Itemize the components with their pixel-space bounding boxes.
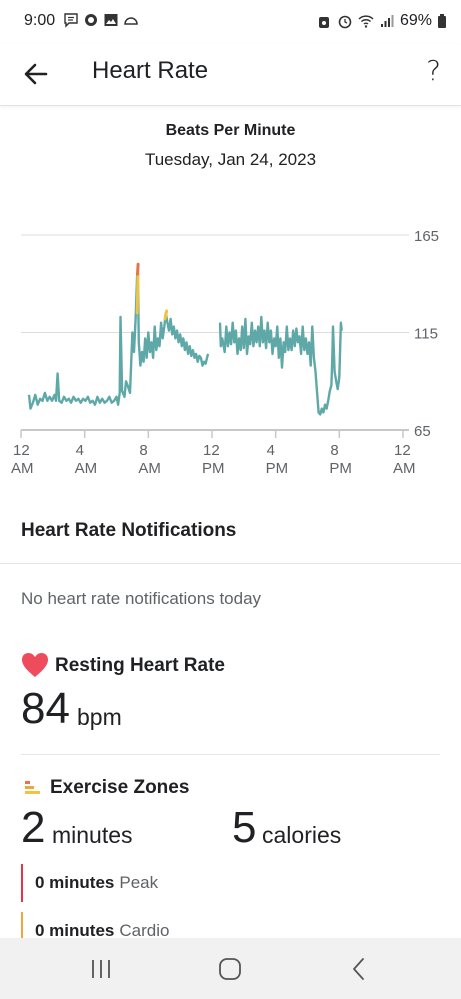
notifications-title: Heart Rate Notifications [21, 520, 237, 541]
cloud-icon [124, 17, 138, 25]
x-tick-label: 8 [139, 442, 147, 459]
notifications-empty-text: No heart rate notifications today [21, 589, 262, 608]
zone-color-bar [21, 912, 23, 950]
resting-hr-unit: bpm [77, 704, 122, 730]
x-tick-label: 12 [394, 442, 411, 459]
help-button[interactable]: ? [426, 54, 441, 87]
x-tick-label: 12 [13, 442, 30, 459]
chart-title: Beats Per Minute [165, 122, 296, 139]
arrow-back-icon[interactable] [20, 58, 52, 90]
x-tick-label: PM [329, 460, 352, 477]
alarm-lock-icon [318, 17, 329, 28]
back-nav-icon[interactable] [347, 956, 373, 982]
alarm-icon [338, 15, 352, 29]
home-icon[interactable] [217, 956, 243, 982]
zone-minutes-unit: minutes [52, 822, 133, 848]
zone-minutes-value: 2 [21, 803, 46, 852]
resting-hr-title: Resting Heart Rate [55, 655, 225, 676]
section-divider [21, 754, 440, 755]
zones-bars-icon [25, 781, 40, 794]
zone-label: Cardio [119, 921, 170, 940]
zone-color-bar [21, 864, 23, 902]
exercise-zones-title: Exercise Zones [50, 777, 190, 798]
calories-unit: calories [262, 822, 342, 848]
status-bar: 9:00 69% [0, 0, 461, 44]
heart-rate-series-line [218, 315, 343, 416]
status-time: 9:00 [24, 12, 56, 29]
x-tick-label: AM [11, 460, 34, 477]
heart-rate-series-line [27, 272, 210, 410]
battery-percent: 69% [399, 12, 432, 29]
app-bar: Heart Rate ? [0, 44, 461, 106]
zone-label: Peak [119, 873, 159, 892]
image-icon [104, 14, 118, 26]
message-icon [64, 13, 78, 28]
system-nav-bar [0, 938, 461, 999]
page-title: Heart Rate [92, 57, 209, 84]
calories-value: 5 [232, 803, 257, 852]
zone-minutes: 0 minutes [35, 873, 115, 892]
x-tick-label: AM [75, 460, 98, 477]
resting-hr-value: 84 [21, 684, 70, 733]
x-tick-label: AM [393, 460, 416, 477]
x-tick-label: 4 [76, 442, 84, 459]
gear-sun-icon [85, 14, 97, 26]
recent-apps-icon[interactable] [88, 956, 114, 982]
y-tick-label: 165 [414, 228, 439, 245]
zone-row-peak: 0 minutes Peak [21, 864, 158, 902]
x-tick-label: PM [202, 460, 225, 477]
status-notification-icons [63, 12, 139, 28]
chart-date: Tuesday, Jan 24, 2023 [144, 150, 317, 169]
x-tick-label: AM [138, 460, 161, 477]
x-tick-label: 12 [203, 442, 220, 459]
x-tick-label: 4 [267, 442, 275, 459]
section-divider [0, 563, 461, 564]
zone-highlight-segment [135, 272, 140, 315]
zone-highlight-segment [163, 309, 169, 321]
zone-row-cardio: 0 minutes Cardio [21, 912, 169, 950]
status-system-icons: 69% [316, 12, 447, 30]
zone-highlight-segment [136, 262, 140, 276]
x-tick-label: PM [266, 460, 289, 477]
wifi-icon [358, 15, 374, 28]
zone-minutes: 0 minutes [35, 921, 115, 940]
signal-icon [380, 15, 394, 27]
y-tick-label: 115 [414, 326, 438, 343]
heart-icon [22, 653, 48, 677]
x-tick-label: 8 [330, 442, 338, 459]
battery-icon [438, 14, 446, 28]
y-tick-label: 65 [414, 423, 431, 440]
